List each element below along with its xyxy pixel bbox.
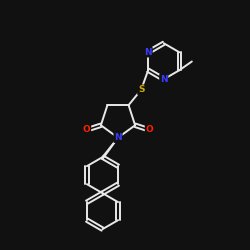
Text: N: N [160,75,168,84]
Text: O: O [146,126,153,134]
Text: N: N [144,48,152,57]
Text: S: S [138,85,144,94]
Text: O: O [83,126,90,134]
Text: N: N [114,133,122,142]
